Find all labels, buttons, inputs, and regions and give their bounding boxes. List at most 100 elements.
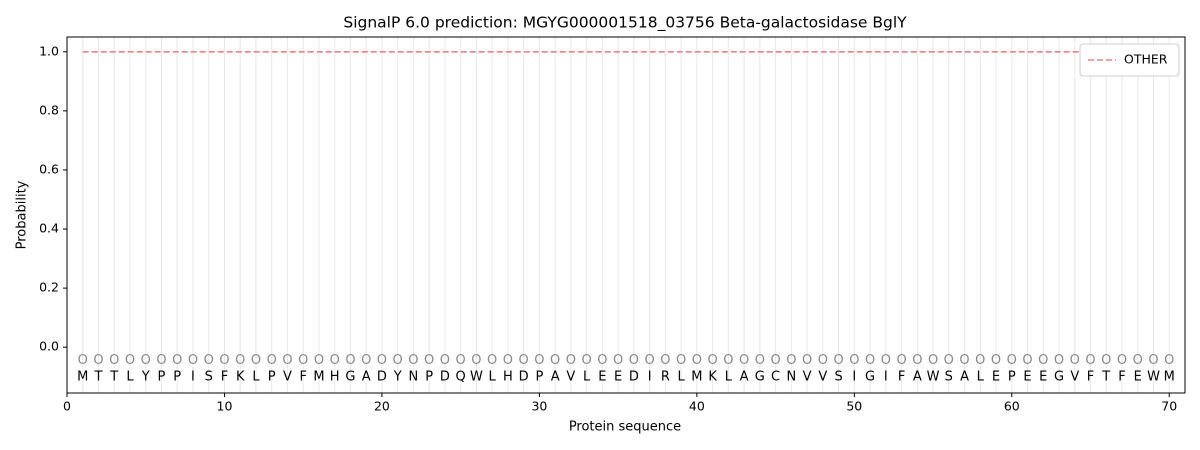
predicted-label: O [1007, 353, 1017, 368]
sequence-residue: D [629, 369, 639, 384]
x-tick-label: 0 [63, 399, 71, 414]
predicted-label: O [93, 353, 103, 368]
sequence-residue: D [519, 369, 529, 384]
sequence-residue: F [1087, 369, 1094, 384]
predicted-label: O [1164, 353, 1174, 368]
predicted-label: O [692, 353, 702, 368]
legend-label: OTHER [1124, 52, 1168, 67]
predicted-label: O [1070, 353, 1080, 368]
predicted-label: O [314, 353, 324, 368]
predicted-label: O [959, 353, 969, 368]
x-tick-label: 40 [689, 399, 705, 414]
sequence-residue: W [470, 369, 483, 384]
predicted-label: O [1054, 353, 1064, 368]
sequence-residue: R [661, 369, 670, 384]
predicted-label: O [377, 353, 387, 368]
sequence-residue: L [677, 369, 685, 384]
predicted-label: O [251, 353, 261, 368]
predicted-label: O [865, 353, 875, 368]
predicted-label: O [1085, 353, 1095, 368]
sequence-residue: G [1054, 369, 1064, 384]
x-tick-label: 20 [374, 399, 390, 414]
sequence-residue: P [268, 369, 276, 384]
predicted-label: O [487, 353, 497, 368]
sequence-residue: S [834, 369, 842, 384]
predicted-label: O [818, 353, 828, 368]
x-tick-label: 50 [846, 399, 862, 414]
sequence-residue: A [913, 369, 922, 384]
predicted-label: O [944, 353, 954, 368]
sequence-residue: F [299, 369, 306, 384]
sequence-residue: W [927, 369, 940, 384]
sequence-residue: M [77, 369, 88, 384]
y-tick-label: 0.0 [39, 339, 59, 354]
sequence-residue: E [1134, 369, 1142, 384]
predicted-label: O [597, 353, 607, 368]
predicted-label: O [440, 353, 450, 368]
sequence-residue: D [440, 369, 450, 384]
sequence-residue: E [992, 369, 1000, 384]
predicted-label: O [503, 353, 513, 368]
predicted-label: O [707, 353, 717, 368]
sequence-residue: G [755, 369, 765, 384]
y-tick-label: 0.4 [39, 221, 59, 236]
predicted-label: O [786, 353, 796, 368]
sequence-residue: I [648, 369, 652, 384]
sequence-residue: L [489, 369, 497, 384]
y-tick-label: 0.2 [39, 280, 59, 295]
predicted-label: O [188, 353, 198, 368]
y-tick-label: 0.8 [39, 102, 59, 117]
sequence-residue: D [377, 369, 387, 384]
sequence-residue: A [362, 369, 371, 384]
sequence-residue: E [1023, 369, 1031, 384]
predicted-label: O [424, 353, 434, 368]
sequence-residue: T [109, 369, 118, 384]
predicted-label: O [1117, 353, 1127, 368]
sequence-residue: A [551, 369, 560, 384]
legend-box [1079, 43, 1180, 77]
predicted-label: O [1148, 353, 1158, 368]
sequence-residue: P [173, 369, 181, 384]
predicted-label: O [755, 353, 765, 368]
predicted-label: O [78, 353, 88, 368]
sequence-residue: H [503, 369, 513, 384]
predicted-label: O [408, 353, 418, 368]
predicted-label: O [235, 353, 245, 368]
sequence-residue: M [1164, 369, 1175, 384]
predicted-label: O [550, 353, 560, 368]
x-tick-label: 70 [1161, 399, 1177, 414]
predicted-label: O [739, 353, 749, 368]
sequence-residue: L [583, 369, 591, 384]
sequence-residue: L [126, 369, 134, 384]
x-tick-label: 60 [1004, 399, 1020, 414]
sequence-residue: P [1008, 369, 1016, 384]
y-axis-label: Probability [15, 180, 30, 249]
predicted-label: O [267, 353, 277, 368]
predicted-label: O [881, 353, 891, 368]
sequence-residue: F [1118, 369, 1125, 384]
sequence-residue: E [1039, 369, 1047, 384]
predicted-label: O [345, 353, 355, 368]
sequence-residue: V [1070, 369, 1079, 384]
sequence-residue: I [884, 369, 888, 384]
predicted-label: O [849, 353, 859, 368]
sequence-residue: E [614, 369, 622, 384]
predicted-label: O [1101, 353, 1111, 368]
predicted-label: O [975, 353, 985, 368]
sequence-residue: A [960, 369, 969, 384]
sequence-residue: F [898, 369, 905, 384]
predicted-label: O [141, 353, 151, 368]
sequence-residue: P [158, 369, 166, 384]
sequence-residue: L [252, 369, 260, 384]
predicted-label: O [330, 353, 340, 368]
predicted-label: O [582, 353, 592, 368]
sequence-residue: C [771, 369, 780, 384]
sequence-residue: L [725, 369, 733, 384]
predicted-label: O [991, 353, 1001, 368]
predicted-label: O [566, 353, 576, 368]
sequence-residue: G [865, 369, 875, 384]
predicted-label: O [219, 353, 229, 368]
sequence-residue: S [945, 369, 953, 384]
predicted-label: O [156, 353, 166, 368]
